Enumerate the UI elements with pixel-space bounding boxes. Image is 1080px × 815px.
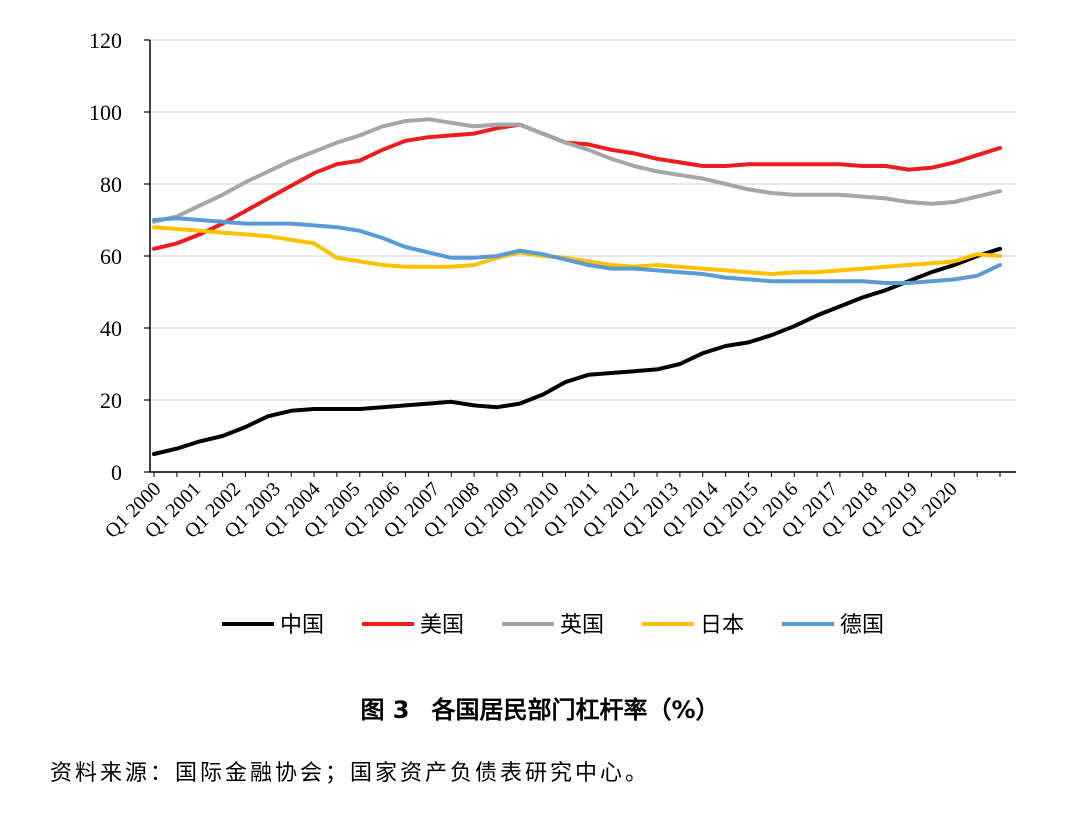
y-tick-label: 0: [111, 460, 122, 485]
y-tick-label: 20: [100, 388, 122, 413]
series-line-英国: [152, 117, 1002, 224]
legend-label: 中国: [280, 613, 324, 638]
series-line-美国: [152, 122, 1002, 251]
legend-label: 德国: [840, 613, 884, 638]
y-tick-label: 80: [100, 172, 122, 197]
gridlines: [150, 39, 1016, 401]
y-tick-label: 60: [100, 244, 122, 269]
series-lines: [152, 117, 1002, 456]
y-tick-label: 100: [89, 100, 122, 125]
legend: 中国 美国 英国 日本 德国: [222, 613, 884, 638]
figure-number: 图 3: [360, 696, 410, 724]
chart-title: 各国居民部门杠杆率（%）: [431, 696, 720, 724]
y-tick-label: 40: [100, 316, 122, 341]
series-line-日本: [152, 225, 1002, 276]
legend-label: 日本: [700, 613, 744, 638]
source-note: 资料来源：国际金融协会；国家资产负债表研究中心。: [50, 761, 651, 786]
y-tick-label: 120: [89, 28, 122, 53]
series-line-中国: [152, 246, 1002, 456]
legend-label: 美国: [420, 613, 464, 638]
series-line-德国: [152, 216, 1002, 285]
legend-label: 英国: [560, 613, 604, 638]
y-axis-ticks: 0 20 40 60 80 100 120: [89, 28, 122, 485]
axes: [144, 39, 1016, 477]
figure-caption: 图 3 各国居民部门杠杆率（%）: [0, 690, 1080, 725]
